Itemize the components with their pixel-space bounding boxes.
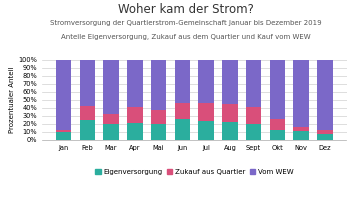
Bar bbox=[175, 103, 190, 119]
Bar bbox=[127, 60, 142, 107]
Bar bbox=[79, 60, 95, 106]
Bar bbox=[293, 131, 309, 140]
Bar bbox=[222, 60, 238, 104]
Bar bbox=[56, 60, 71, 130]
Text: Anteile Eigenversorgung, Zukauf aus dem Quartier und Kauf vom WEW: Anteile Eigenversorgung, Zukauf aus dem … bbox=[61, 34, 310, 40]
Bar bbox=[151, 124, 166, 140]
Bar bbox=[103, 124, 119, 140]
Bar bbox=[151, 110, 166, 124]
Bar bbox=[198, 121, 214, 140]
Bar bbox=[79, 106, 95, 120]
Bar bbox=[175, 60, 190, 103]
Bar bbox=[198, 60, 214, 103]
Bar bbox=[317, 134, 332, 140]
Bar bbox=[56, 132, 71, 140]
Bar bbox=[270, 60, 285, 119]
Bar bbox=[175, 119, 190, 140]
Bar bbox=[127, 123, 142, 140]
Bar bbox=[56, 130, 71, 132]
Bar bbox=[246, 107, 261, 124]
Bar bbox=[317, 130, 332, 134]
Bar bbox=[293, 60, 309, 127]
Bar bbox=[198, 103, 214, 121]
Bar bbox=[222, 104, 238, 122]
Text: Woher kam der Strom?: Woher kam der Strom? bbox=[118, 3, 253, 16]
Bar bbox=[103, 114, 119, 124]
Bar bbox=[103, 60, 119, 114]
Bar bbox=[222, 122, 238, 140]
Bar bbox=[246, 60, 261, 107]
Bar bbox=[270, 130, 285, 140]
Bar bbox=[79, 120, 95, 140]
Bar bbox=[317, 60, 332, 130]
Text: Stromversorgung der Quartierstrom-Gemeinschaft Januar bis Dezember 2019: Stromversorgung der Quartierstrom-Gemein… bbox=[50, 20, 321, 26]
Y-axis label: Prozentualer Anteil: Prozentualer Anteil bbox=[9, 67, 15, 133]
Bar bbox=[270, 119, 285, 130]
Bar bbox=[293, 127, 309, 131]
Legend: Eigenversorgung, Zukauf aus Quartier, Vom WEW: Eigenversorgung, Zukauf aus Quartier, Vo… bbox=[92, 167, 296, 178]
Bar bbox=[246, 124, 261, 140]
Bar bbox=[151, 60, 166, 110]
Bar bbox=[127, 107, 142, 123]
